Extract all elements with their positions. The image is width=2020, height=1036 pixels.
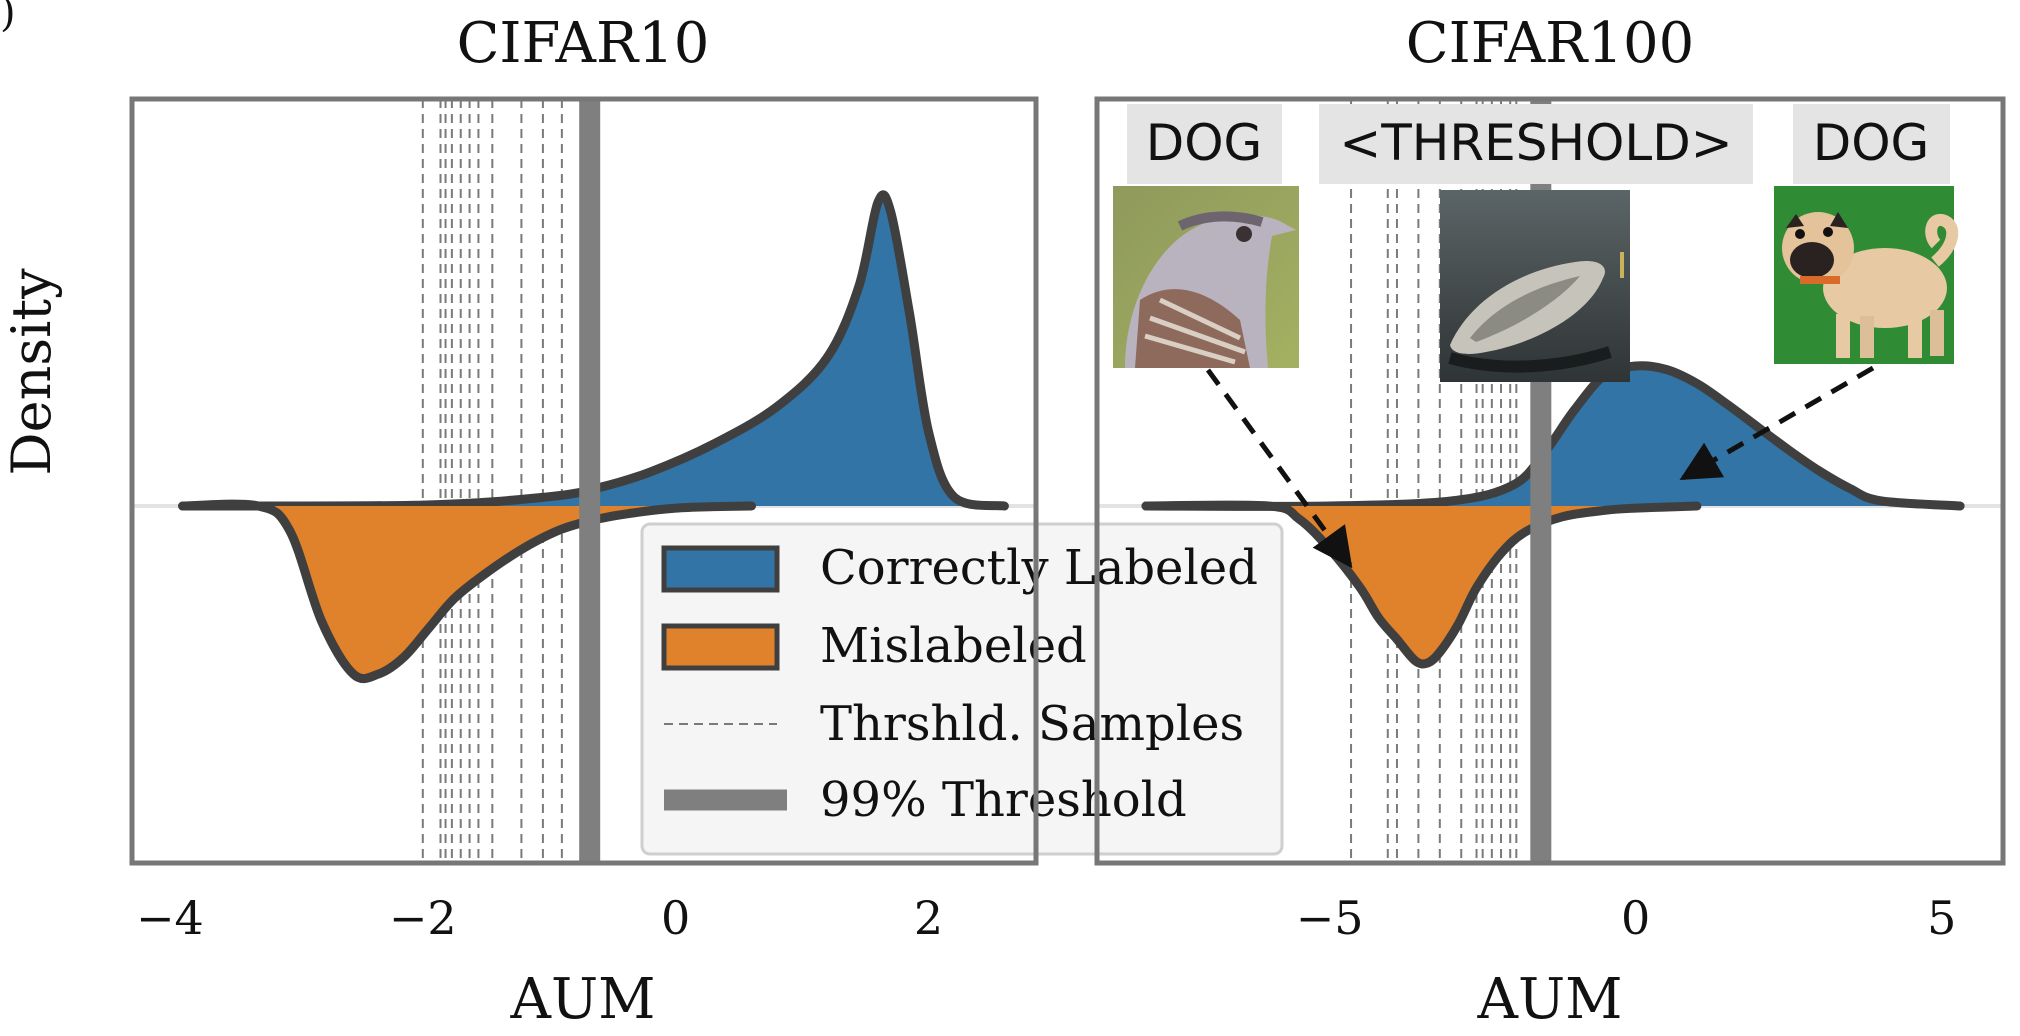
legend-item: Correctly Labeled (661, 540, 1258, 596)
threshold-line (579, 99, 601, 863)
legend-item: 99% Threshold (664, 772, 1187, 828)
legend-box (640, 522, 1284, 856)
legend-label: Correctly Labeled (820, 540, 1258, 596)
x-tick-label: 2 (914, 891, 943, 945)
bird-arrow (1205, 368, 1353, 569)
legend-label: Thrshld. Samples (820, 696, 1244, 752)
legend-swatch (661, 623, 780, 671)
x-ticks: −5 0 5 (1296, 891, 1957, 945)
threshold-sample-lines (421, 99, 563, 863)
x-tick-label: 0 (1621, 891, 1650, 945)
mislabeled-density-area (1146, 505, 1697, 664)
threshold-label: <THRESHOLD> (1339, 114, 1732, 172)
x-tick-label: −2 (389, 891, 457, 945)
x-tick-label: 0 (661, 891, 690, 945)
annotation-labels: DOG <THRESHOLD> DOG (1127, 104, 1950, 184)
legend-item: Mislabeled (661, 618, 1087, 674)
correct-density-area (182, 194, 1005, 507)
y-axis-label: Density (0, 268, 63, 476)
legend-swatch (661, 545, 780, 593)
legend-item: Thrshld. Samples (664, 696, 1244, 752)
page-label: ) (0, 0, 16, 36)
correct-density-area (1146, 365, 1961, 507)
dog-label-left: DOG (1146, 114, 1263, 172)
x-tick-label: 5 (1927, 891, 1956, 945)
cifar10-title: CIFAR10 (457, 11, 710, 76)
legend-label: Mislabeled (820, 618, 1087, 674)
example-images (1113, 186, 1959, 382)
cifar100-panel: CIFAR100 −5 0 5 AUM (1097, 11, 2003, 1032)
x-tick-label: −4 (136, 891, 204, 945)
x-tick-label: −5 (1296, 891, 1364, 945)
pug-arrow (1679, 365, 1875, 481)
pug-photo-icon (1774, 186, 1959, 364)
correct-density-outline (1141, 361, 1965, 511)
density-areas (178, 190, 1009, 684)
correct-density-outline (178, 190, 1009, 511)
cifar10-x-axis-label: AUM (510, 967, 656, 1032)
cifar10-plot-frame (129, 96, 1039, 866)
cifar100-title: CIFAR100 (1406, 11, 1694, 76)
x-ticks: −4 −2 0 2 (136, 891, 943, 945)
mislabeled-density-area (182, 504, 752, 679)
cifar100-plot-frame (1094, 96, 2006, 866)
legend: Correctly Labeled Mislabeled Thrshld. Samp… (640, 522, 1284, 856)
bird-photo-icon (1113, 186, 1299, 368)
legend-label: 99% Threshold (820, 772, 1187, 828)
cifar10-panel: CIFAR10 −4 −2 0 2 AUM (132, 11, 1036, 1032)
boat-photo-icon (1440, 190, 1630, 382)
dog-label-right: DOG (1813, 114, 1930, 172)
mislabeled-density-outline (178, 499, 756, 684)
cifar100-x-axis-label: AUM (1477, 967, 1623, 1032)
